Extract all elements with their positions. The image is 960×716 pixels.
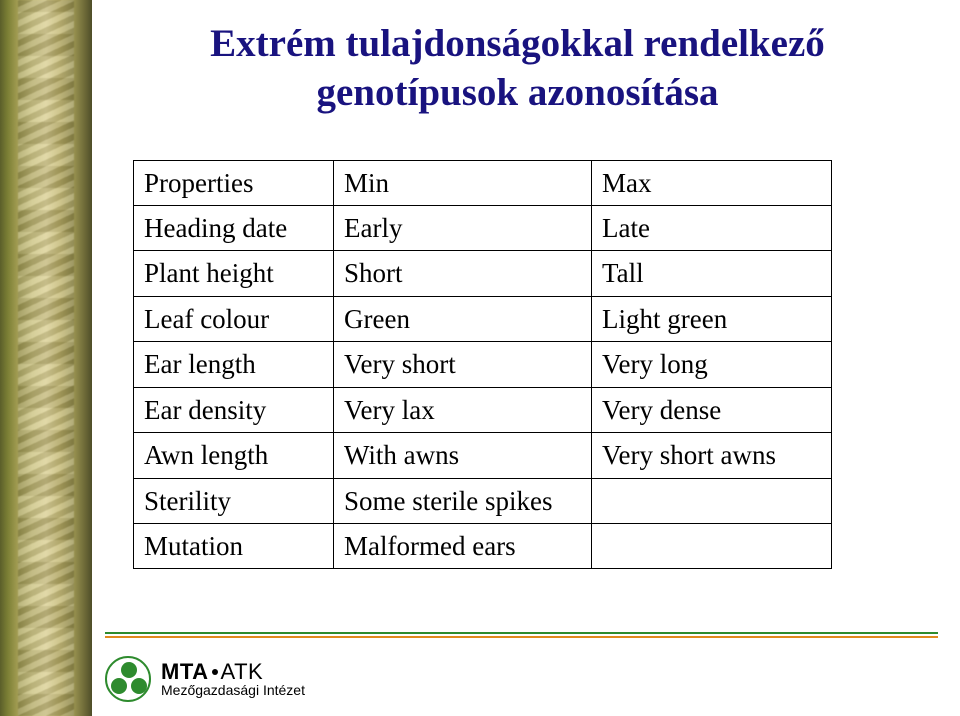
table-row: Leaf colour Green Light green	[134, 296, 832, 341]
col-header-min: Min	[334, 160, 592, 205]
cell-min: With awns	[334, 433, 592, 478]
wheat-sidebar-image	[0, 0, 92, 716]
cell-min: Green	[334, 296, 592, 341]
footer-logo: MTA ATK Mezőgazdasági Intézet	[105, 656, 305, 702]
cell-property: Awn length	[134, 433, 334, 478]
table-row: Plant height Short Tall	[134, 251, 832, 296]
cell-max: Late	[592, 205, 832, 250]
table-row: Ear length Very short Very long	[134, 342, 832, 387]
logo-text: MTA ATK Mezőgazdasági Intézet	[161, 660, 305, 698]
col-header-max: Max	[592, 160, 832, 205]
table-row: Mutation Malformed ears	[134, 524, 832, 569]
cell-max: Very dense	[592, 387, 832, 432]
cell-max: Tall	[592, 251, 832, 296]
table-row: Awn length With awns Very short awns	[134, 433, 832, 478]
cell-max: Very long	[592, 342, 832, 387]
cell-property: Ear length	[134, 342, 334, 387]
cell-property: Leaf colour	[134, 296, 334, 341]
cell-property: Plant height	[134, 251, 334, 296]
cell-property: Ear density	[134, 387, 334, 432]
cell-property: Heading date	[134, 205, 334, 250]
logo-main-bold: MTA	[161, 659, 209, 684]
footer-line-orange	[105, 636, 938, 638]
table-row: Heading date Early Late	[134, 205, 832, 250]
logo-line-1: MTA ATK	[161, 660, 305, 683]
cell-min: Early	[334, 205, 592, 250]
slide-content: Extrém tulajdonságokkal rendelkező genot…	[105, 20, 930, 569]
cell-min: Some sterile spikes	[334, 478, 592, 523]
cell-min: Very short	[334, 342, 592, 387]
cell-max	[592, 524, 832, 569]
logo-dot-icon	[212, 669, 218, 675]
cell-property: Sterility	[134, 478, 334, 523]
logo-mark-icon	[105, 656, 151, 702]
logo-main-rest: ATK	[221, 659, 264, 684]
cell-max: Light green	[592, 296, 832, 341]
table-header-row: Properties Min Max	[134, 160, 832, 205]
table-row: Sterility Some sterile spikes	[134, 478, 832, 523]
table-row: Ear density Very lax Very dense	[134, 387, 832, 432]
cell-min: Very lax	[334, 387, 592, 432]
title-line-1: Extrém tulajdonságokkal rendelkező	[210, 22, 825, 65]
properties-table: Properties Min Max Heading date Early La…	[133, 160, 832, 570]
cell-min: Short	[334, 251, 592, 296]
cell-max: Very short awns	[592, 433, 832, 478]
cell-max	[592, 478, 832, 523]
col-header-properties: Properties	[134, 160, 334, 205]
cell-min: Malformed ears	[334, 524, 592, 569]
footer-line-green	[105, 632, 938, 634]
title-line-2: genotípusok azonosítása	[317, 71, 719, 114]
cell-property: Mutation	[134, 524, 334, 569]
logo-subtitle: Mezőgazdasági Intézet	[161, 683, 305, 698]
slide-title: Extrém tulajdonságokkal rendelkező genot…	[105, 20, 930, 118]
footer-divider	[105, 632, 938, 638]
